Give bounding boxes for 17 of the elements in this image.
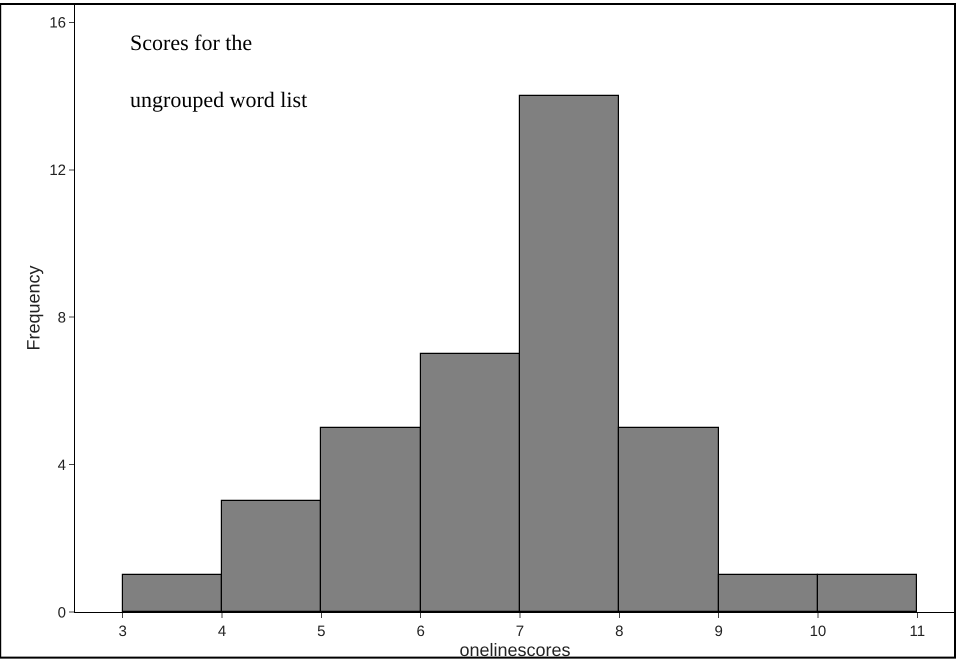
x-tick-label: 6 xyxy=(416,623,425,640)
y-tick-label: 12 xyxy=(49,162,66,180)
y-tick-label: 8 xyxy=(58,309,66,326)
y-tick-label: 16 xyxy=(49,14,66,32)
y-tick-label: 4 xyxy=(58,456,66,474)
x-tick-label: 7 xyxy=(516,623,524,640)
x-tick-label: 3 xyxy=(118,623,127,640)
x-tick-label: 9 xyxy=(714,623,723,640)
x-tick-label: 8 xyxy=(615,623,624,640)
x-tick-label: 4 xyxy=(218,623,226,640)
x-tick-label: 5 xyxy=(317,623,326,640)
y-axis-title: Frequency xyxy=(24,265,44,351)
x-tick-label: 10 xyxy=(810,623,826,640)
x-axis-title: onelinescores xyxy=(459,640,571,660)
text: Scores for the ungrouped word list xyxy=(130,30,308,112)
x-tick-label: 11 xyxy=(909,623,926,640)
y-tick-label: 0 xyxy=(58,604,66,622)
